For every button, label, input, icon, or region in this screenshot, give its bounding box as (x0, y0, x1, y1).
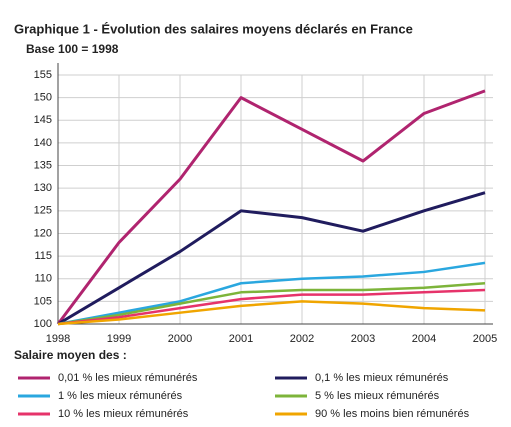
chart-title: Graphique 1 - Évolution des salaires moy… (14, 21, 413, 36)
series-line (57, 261, 486, 326)
series-line (57, 191, 486, 326)
y-tick-label: 120 (34, 227, 52, 239)
x-tick-label: 2000 (168, 333, 192, 345)
y-tick-label: 145 (34, 114, 52, 126)
y-tick-label: 155 (34, 69, 52, 81)
y-tick-label: 130 (34, 182, 52, 194)
series-line (57, 288, 486, 326)
y-tick-label: 150 (34, 92, 52, 104)
y-tick-label: 105 (34, 295, 52, 307)
y-tick-label: 135 (34, 159, 52, 171)
legend-label: 5 % les mieux rémunérés (315, 390, 440, 402)
legend-title: Salaire moyen des : (14, 348, 127, 362)
x-tick-label: 2003 (351, 333, 375, 345)
x-tick-label: 2002 (290, 333, 314, 345)
legend-label: 0,01 % les mieux rémunérés (58, 372, 198, 384)
y-tick-label: 110 (34, 273, 52, 285)
x-tick-label: 2001 (229, 333, 253, 345)
y-tick-label: 100 (34, 318, 52, 330)
x-tick-label: 1998 (46, 333, 70, 345)
legend-label: 10 % les mieux rémunérés (58, 408, 189, 420)
series-line (57, 300, 486, 326)
x-tick-label: 1999 (107, 333, 131, 345)
y-tick-label: 140 (34, 137, 52, 149)
legend-label: 0,1 % les mieux rémunérés (315, 372, 449, 384)
x-tick-label: 2005 (473, 333, 497, 345)
legend-label: 1 % les mieux rémunérés (58, 390, 183, 402)
chart-subtitle: Base 100 = 1998 (26, 42, 119, 56)
x-tick-label: 2004 (412, 333, 436, 345)
y-tick-label: 125 (34, 205, 52, 217)
y-tick-label: 115 (34, 250, 52, 262)
series-line (57, 282, 486, 326)
series-line (56, 89, 486, 325)
legend-label: 90 % les moins bien rémunérés (315, 408, 470, 420)
